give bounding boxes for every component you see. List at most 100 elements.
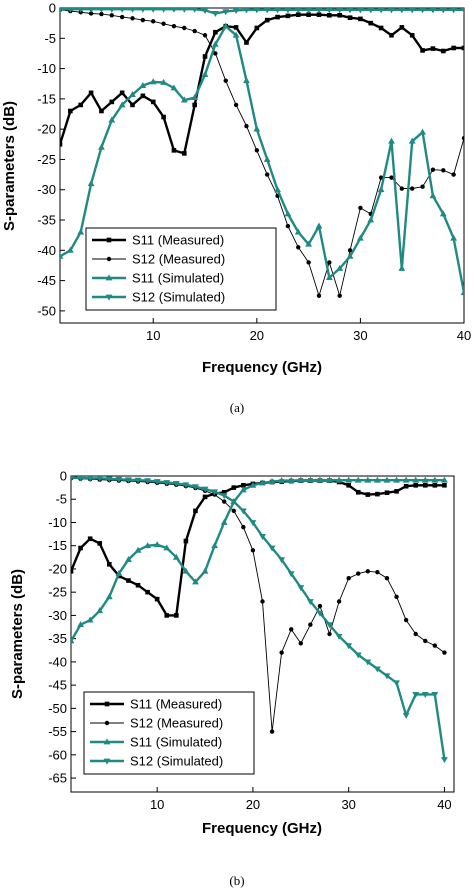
- data-point: [192, 28, 197, 34]
- data-point: [430, 167, 436, 172]
- x-tick-label: 30: [353, 328, 367, 343]
- legend-entry-label: S12 (Measured): [130, 716, 223, 731]
- data-point: [201, 567, 209, 574]
- y-axis-label: S-parameters (dB): [1, 101, 18, 231]
- data-point: [96, 607, 104, 614]
- data-point: [213, 51, 218, 56]
- data-point: [191, 94, 199, 101]
- data-point: [172, 481, 180, 488]
- y-tick-label: -50: [37, 303, 56, 318]
- data-point: [275, 14, 280, 20]
- series-line: [60, 9, 464, 297]
- y-tick-label: -40: [37, 243, 56, 258]
- data-point: [88, 11, 94, 16]
- data-point: [335, 633, 343, 640]
- data-point: [151, 19, 156, 24]
- data-point: [71, 637, 75, 644]
- data-point: [119, 90, 125, 96]
- data-point: [354, 652, 362, 659]
- data-point: [420, 184, 425, 189]
- legend-entry-label: S11 (Measured): [132, 233, 224, 248]
- data-point: [430, 46, 436, 51]
- data-point: [201, 486, 209, 493]
- data-point: [439, 210, 447, 217]
- y-tick-label: -15: [37, 91, 56, 106]
- data-point: [364, 659, 372, 666]
- data-point: [99, 108, 104, 114]
- data-point: [429, 192, 437, 199]
- data-point: [130, 102, 135, 108]
- series-simulated-down: [71, 476, 448, 764]
- data-point: [254, 25, 260, 31]
- data-point: [174, 613, 179, 618]
- legend-swatch-marker: [105, 294, 113, 301]
- data-point: [253, 125, 261, 132]
- data-point: [377, 186, 385, 193]
- data-point: [211, 542, 219, 549]
- data-point: [129, 8, 136, 13]
- y-tick-label: -40: [48, 654, 67, 669]
- series-line: [60, 8, 464, 15]
- data-point: [394, 594, 399, 600]
- data-point: [378, 25, 384, 31]
- data-point: [231, 485, 237, 490]
- data-point: [244, 123, 249, 129]
- series-line: [71, 477, 445, 733]
- legend-entry-label: S12 (Simulated): [130, 754, 223, 769]
- data-point: [365, 492, 371, 497]
- data-point: [450, 234, 458, 241]
- data-point: [149, 78, 157, 85]
- data-point: [431, 476, 439, 483]
- data-point: [375, 569, 380, 575]
- data-point: [346, 482, 351, 488]
- legend-swatch-marker: [106, 256, 112, 262]
- data-point: [420, 48, 425, 53]
- chart-panel-b: 10 20 30 40 0 -5 -10 -15 -20 -25 -30 -35 -40 -45 -50 -5…: [9, 469, 455, 888]
- data-point: [68, 108, 73, 114]
- legend-entry-label: S11 (Measured): [130, 697, 222, 712]
- data-point: [326, 8, 333, 14]
- data-point: [431, 692, 439, 699]
- data-point: [306, 260, 311, 265]
- x-tick-label: 10: [150, 797, 164, 812]
- data-point: [403, 483, 409, 489]
- plot-frame: [70, 475, 455, 793]
- data-point: [460, 8, 464, 14]
- data-point: [233, 25, 239, 30]
- legend: S11 (Measured) S12 (Measured) S11 (Simulat…: [83, 691, 255, 775]
- y-tick-label: -35: [37, 213, 56, 228]
- data-point: [451, 45, 456, 51]
- data-point: [109, 13, 114, 18]
- data-point: [243, 8, 250, 14]
- data-point: [182, 151, 187, 156]
- data-point: [345, 476, 353, 483]
- data-point: [358, 205, 363, 211]
- data-point: [306, 476, 314, 483]
- data-point: [384, 576, 390, 581]
- data-point: [77, 8, 84, 13]
- data-point: [274, 186, 281, 193]
- data-point: [171, 148, 177, 153]
- data-point: [264, 172, 270, 177]
- data-point: [60, 252, 64, 259]
- data-point: [108, 116, 116, 123]
- data-point: [305, 240, 313, 247]
- data-point: [264, 8, 271, 14]
- legend-swatch-marker: [104, 720, 110, 726]
- data-point: [202, 494, 208, 500]
- y-tick-label: -45: [37, 273, 56, 288]
- plot-frame: [59, 7, 465, 324]
- data-point: [161, 21, 166, 26]
- data-point: [171, 8, 177, 13]
- data-point: [241, 482, 246, 488]
- data-point: [145, 589, 150, 595]
- data-point: [461, 45, 464, 51]
- data-point: [144, 478, 151, 485]
- data-point: [211, 40, 219, 47]
- data-point: [221, 489, 227, 495]
- series-measured-square: [71, 478, 447, 618]
- data-point: [182, 567, 190, 574]
- data-point: [160, 8, 167, 13]
- data-point: [306, 12, 311, 17]
- data-point: [327, 12, 332, 18]
